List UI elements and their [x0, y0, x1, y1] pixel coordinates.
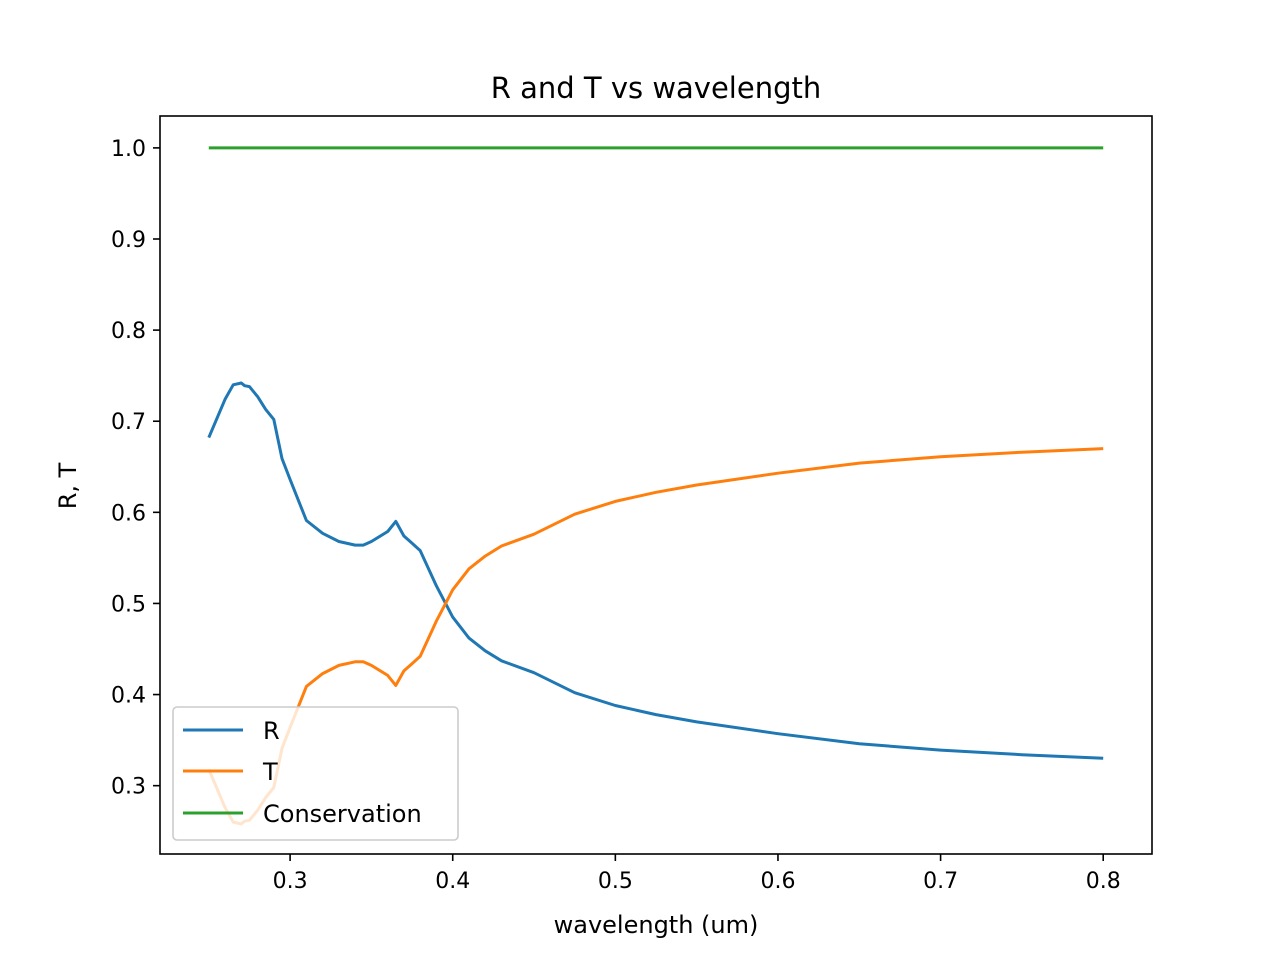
x-axis-label: wavelength (um) — [554, 911, 759, 939]
y-axis-ticks: 0.3 0.4 0.5 0.6 0.7 0.8 0.9 1.0 — [111, 137, 160, 800]
legend: R T Conservation — [172, 706, 459, 841]
x-tick-label: 0.5 — [598, 869, 633, 894]
x-tick-label: 0.7 — [923, 869, 958, 894]
series-line-r — [207, 381, 1104, 760]
y-tick-label: 0.6 — [111, 501, 146, 526]
y-tick-label: 0.9 — [111, 228, 146, 253]
legend-label-t: T — [262, 758, 278, 786]
y-tick-label: 0.3 — [111, 775, 146, 800]
x-tick-label: 0.8 — [1086, 869, 1121, 894]
y-tick-label: 0.7 — [111, 410, 146, 435]
x-tick-label: 0.4 — [435, 869, 470, 894]
legend-label-conservation: Conservation — [263, 800, 422, 828]
legend-box — [172, 706, 459, 841]
x-axis-ticks: 0.3 0.4 0.5 0.6 0.7 0.8 — [273, 854, 1121, 894]
x-tick-label: 0.3 — [273, 869, 308, 894]
y-tick-label: 0.5 — [111, 592, 146, 617]
y-tick-label: 0.8 — [111, 319, 146, 344]
plot-frame — [159, 115, 1153, 855]
y-tick-label: 0.4 — [111, 684, 146, 709]
legend-label-r: R — [263, 717, 280, 745]
y-tick-label: 1.0 — [111, 137, 146, 162]
x-tick-label: 0.6 — [760, 869, 795, 894]
chart-title: R and T vs wavelength — [491, 71, 822, 105]
y-axis-label: R, T — [54, 462, 82, 509]
